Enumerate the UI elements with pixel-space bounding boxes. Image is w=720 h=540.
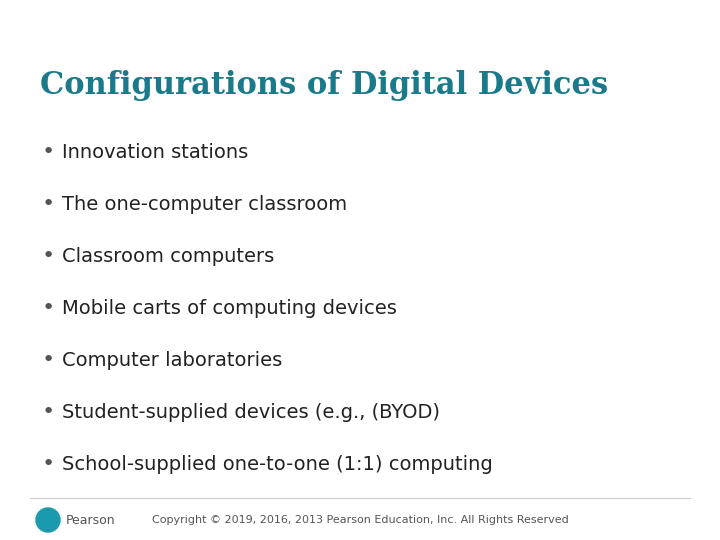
Text: Mobile carts of computing devices: Mobile carts of computing devices <box>62 299 397 318</box>
Text: •: • <box>41 246 55 266</box>
Text: Pearson: Pearson <box>66 514 116 526</box>
Text: Copyright © 2019, 2016, 2013 Pearson Education, Inc. All Rights Reserved: Copyright © 2019, 2016, 2013 Pearson Edu… <box>152 515 568 525</box>
Text: •: • <box>41 350 55 370</box>
Text: P: P <box>44 515 52 525</box>
Text: The one-computer classroom: The one-computer classroom <box>62 194 347 213</box>
Text: •: • <box>41 454 55 474</box>
Text: Student-supplied devices (e.g., (BYOD): Student-supplied devices (e.g., (BYOD) <box>62 402 440 422</box>
Circle shape <box>36 508 60 532</box>
Text: Configurations of Digital Devices: Configurations of Digital Devices <box>40 70 608 101</box>
Text: •: • <box>41 194 55 214</box>
Text: Innovation stations: Innovation stations <box>62 143 248 161</box>
Text: Computer laboratories: Computer laboratories <box>62 350 282 369</box>
Text: School-supplied one-to-one (1:1) computing: School-supplied one-to-one (1:1) computi… <box>62 455 492 474</box>
Text: Classroom computers: Classroom computers <box>62 246 274 266</box>
Text: •: • <box>41 298 55 318</box>
Text: •: • <box>41 142 55 162</box>
Text: •: • <box>41 402 55 422</box>
